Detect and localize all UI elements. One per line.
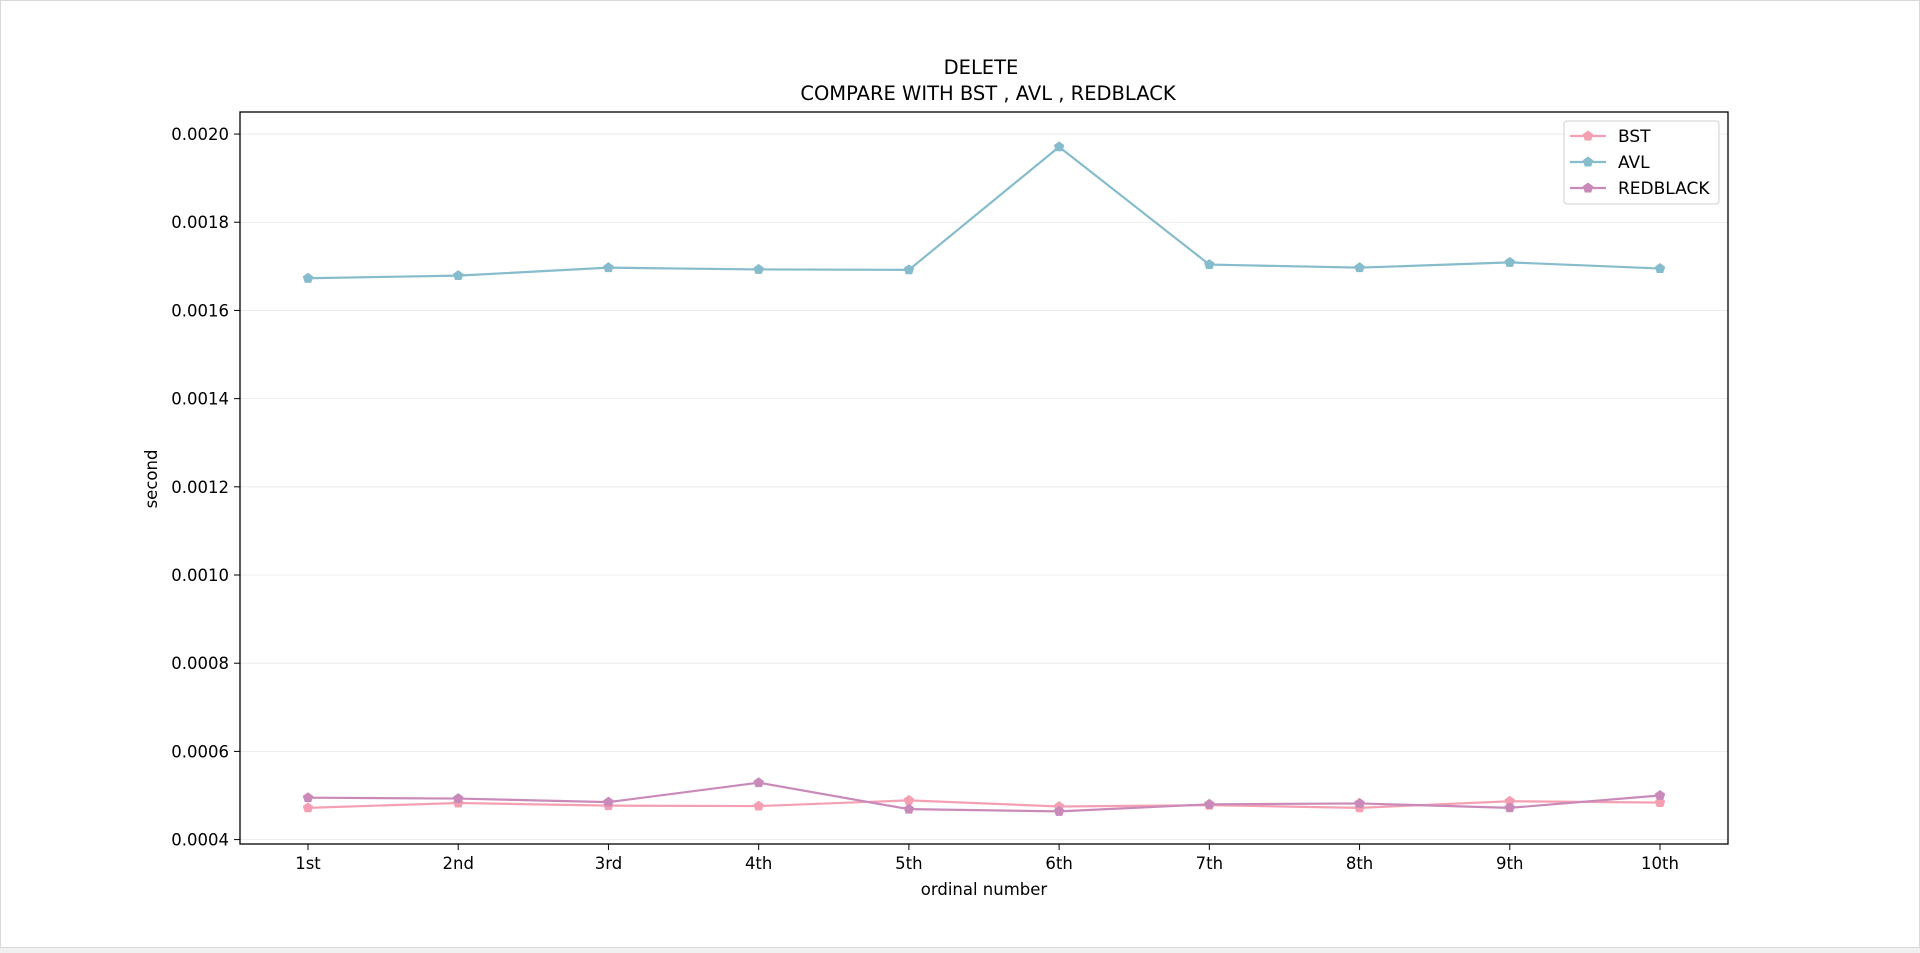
x-tick-label: 2nd [443,854,474,873]
plot-area-frame [239,111,1729,845]
data-point-redblack [1354,797,1365,808]
x-tick-label: 1st [295,854,321,873]
y-tick-label: 0.0010 [171,566,229,585]
legend-item-bst: BST [1570,127,1651,147]
y-tick-label: 0.0008 [171,654,229,673]
y-tick-label: 0.0018 [171,213,229,232]
data-point-avl [603,262,614,273]
data-point-avl [452,270,464,281]
legend-label: AVL [1618,153,1650,173]
y-tick-label: 0.0016 [171,301,229,320]
chart-title: DELETE [944,56,1019,79]
x-tick-label: 9th [1496,854,1523,873]
legend-marker [1582,156,1594,167]
data-point-bst [753,800,764,811]
legend-item-avl: AVL [1570,153,1650,173]
data-point-redblack [1654,789,1666,800]
x-axis: 1st 2nd 3rd 4th 5th 6th 7th 8th 9th 10th [295,844,1679,873]
y-tick-label: 0.0006 [171,742,229,761]
data-point-avl [1654,263,1666,273]
data-point-avl [1504,256,1516,267]
y-axis-label: second [142,450,161,509]
y-axis: 0.0004 0.0006 0.0008 0.0010 0.0012 0.0014 0.00… [171,125,240,850]
legend-box [1563,120,1720,205]
data-point-redblack [452,793,464,804]
data-point-avl [753,263,764,274]
series-avl [302,141,1666,283]
x-tick-label: 10th [1641,854,1679,873]
data-point-redblack [903,803,915,814]
data-point-redblack [1204,798,1215,809]
y-tick-label: 0.0004 [171,831,229,850]
legend: BST AVL REDBLACK [1563,120,1720,205]
data-point-redblack [1504,802,1516,813]
data-point-avl [302,272,314,283]
x-tick-label: 5th [895,854,922,873]
series-line-redblack [307,781,1661,813]
x-tick-label: 6th [1045,854,1072,873]
series-line-avl [307,145,1661,280]
data-point-bst [1504,795,1516,806]
series-layer [302,141,1666,816]
x-tick-label: 7th [1196,854,1223,873]
x-tick-label: 8th [1346,854,1373,873]
data-point-redblack [302,792,314,803]
data-point-redblack [603,796,614,807]
x-axis-label: ordinal number [921,880,1048,899]
series-redblack [302,777,1666,816]
legend-marker [1582,130,1594,141]
legend-item-redblack: REDBLACK [1570,179,1710,199]
data-point-avl [1053,141,1065,152]
data-point-avl [903,264,915,275]
legend-marker [1582,182,1594,193]
x-tick-label: 3rd [595,854,622,873]
chart-subtitle: COMPARE WITH BST , AVL , REDBLACK [800,82,1177,105]
data-point-avl [1204,259,1215,270]
y-tick-label: 0.0020 [171,125,229,144]
data-point-bst [903,794,915,805]
legend-label: BST [1618,127,1651,147]
data-point-redblack [753,777,764,788]
x-tick-label: 4th [745,854,772,873]
data-point-avl [1354,262,1365,273]
grid-lines [240,133,1728,840]
legend-label: REDBLACK [1618,179,1710,199]
y-tick-label: 0.0012 [171,478,229,497]
data-point-redblack [1053,805,1065,816]
data-point-bst [302,802,314,813]
y-tick-label: 0.0014 [171,390,229,409]
